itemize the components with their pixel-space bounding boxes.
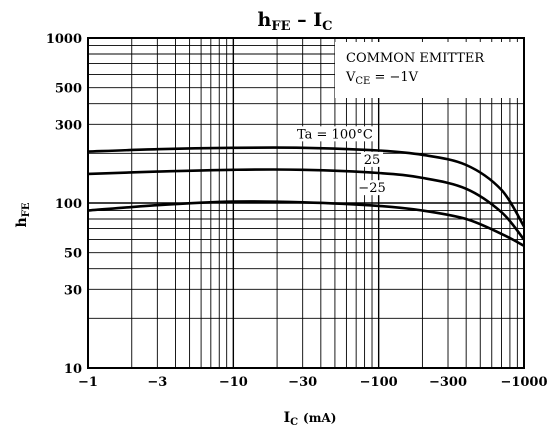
x-tick-label: −1 (78, 375, 98, 390)
legend-box (335, 42, 523, 98)
annotation-line1: COMMON EMITTER (346, 51, 485, 66)
y-tick-label: 10 (64, 362, 82, 377)
annotation-line2: VCE = −1V (345, 70, 419, 87)
series-lines (87, 146, 526, 247)
x-axis-label-main: I (284, 410, 291, 426)
y-tick-label: 100 (55, 197, 82, 212)
series-line (87, 200, 525, 247)
chart-title: hFE – IC (258, 9, 333, 34)
x-tick-label: −10 (219, 375, 248, 390)
title-x: I (313, 9, 322, 31)
title-main: h (258, 9, 272, 31)
series-label-bg (357, 180, 388, 196)
series-label-bg (361, 151, 384, 167)
series-label: 25 (364, 153, 381, 168)
series-labels: Ta = 100°C 25 −25 (291, 126, 388, 196)
x-tick-label: −3 (147, 375, 167, 390)
tick-labels: −1 −3 −10 −30 −100 −300 −1000 10 30 50 100 300 500 10… (46, 32, 548, 390)
y-tick-label: 500 (55, 82, 82, 97)
x-tick-label: −30 (288, 375, 317, 390)
y-axis-label: hFE (14, 202, 32, 227)
annotation-line2-sub: CE (355, 76, 370, 87)
title-x-sub: C (322, 19, 332, 34)
x-axis-label-unit: (mA) (303, 411, 336, 425)
title-main-sub: FE (271, 19, 290, 34)
x-tick-label: −1000 (500, 375, 547, 390)
title-sep: – (290, 9, 313, 31)
plot-frame (87, 37, 525, 369)
x-tick-label: −100 (360, 375, 398, 390)
series-line (87, 168, 526, 241)
y-tick-label: 50 (64, 247, 82, 262)
x-axis-label-sub: C (290, 417, 298, 428)
y-axis-label-sub: FE (21, 202, 32, 217)
series-label-bg (291, 126, 378, 142)
series-label: −25 (358, 181, 385, 196)
y-tick-label: 30 (64, 283, 82, 298)
annotation-line2-main: V (345, 70, 356, 85)
x-axis-label: IC (mA) (284, 410, 337, 428)
y-axis-label-main: h (14, 217, 30, 227)
y-tick-label: 1000 (46, 32, 82, 47)
series-line (87, 146, 526, 228)
x-tick-label: −300 (429, 375, 467, 390)
y-tick-label: 300 (55, 118, 82, 133)
series-label: Ta = 100°C (297, 127, 373, 142)
annotation-line2-rest: = −1V (370, 70, 418, 85)
